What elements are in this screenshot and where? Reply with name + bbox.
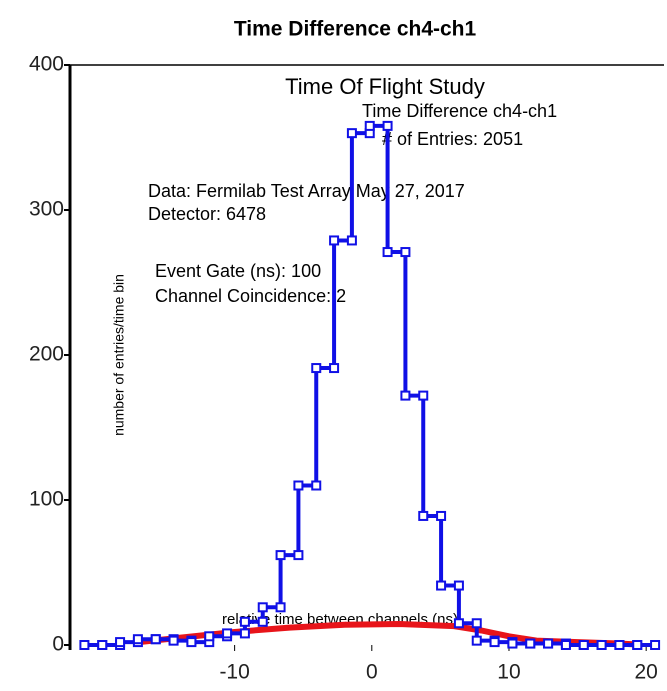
marker xyxy=(418,510,429,521)
marker xyxy=(329,363,340,374)
marker xyxy=(257,602,268,613)
marker xyxy=(578,640,589,650)
y-tick-label: 400 xyxy=(29,53,64,76)
annotation: Detector: 6478 xyxy=(148,204,266,224)
marker xyxy=(650,640,661,650)
chart-title: Time Difference ch4-ch1 xyxy=(234,18,477,41)
marker xyxy=(275,602,286,613)
marker xyxy=(239,616,250,627)
y-tick-label: 100 xyxy=(29,488,64,511)
marker xyxy=(382,247,393,258)
marker xyxy=(382,120,393,131)
y-tick-label: 300 xyxy=(29,198,64,221)
marker xyxy=(596,640,607,650)
marker xyxy=(168,635,179,646)
x-tick-label: 10 xyxy=(497,661,520,684)
marker xyxy=(293,550,304,561)
marker xyxy=(418,390,429,401)
marker xyxy=(632,640,643,650)
marker xyxy=(400,247,411,258)
x-tick-label: 0 xyxy=(366,661,378,684)
annotation: Channel Coincidence: 2 xyxy=(155,286,346,306)
marker xyxy=(543,638,554,649)
marker xyxy=(257,616,268,627)
y-axis-label: number of entries/time bin xyxy=(111,274,127,436)
marker xyxy=(150,634,161,645)
x-tick-label: 20 xyxy=(634,661,657,684)
annotation: Time Of Flight Study xyxy=(285,74,485,99)
marker xyxy=(311,363,322,374)
marker xyxy=(79,640,90,650)
marker xyxy=(311,480,322,491)
y-tick-label: 200 xyxy=(29,343,64,366)
marker xyxy=(525,638,536,649)
marker xyxy=(364,120,375,131)
y-tick-label: 0 xyxy=(52,633,64,656)
x-tick-label: -10 xyxy=(219,661,249,684)
marker xyxy=(132,634,143,645)
marker xyxy=(329,235,340,246)
marker xyxy=(186,637,197,648)
marker xyxy=(436,580,447,591)
annotation: # of Entries: 2051 xyxy=(382,129,523,149)
marker xyxy=(471,635,482,646)
marker xyxy=(275,550,286,561)
marker xyxy=(436,510,447,521)
marker xyxy=(346,128,357,139)
marker xyxy=(239,628,250,639)
marker xyxy=(346,235,357,246)
annotation: Event Gate (ns): 100 xyxy=(155,261,321,281)
annotation: Time Difference ch4-ch1 xyxy=(362,101,557,121)
marker xyxy=(453,618,464,629)
marker xyxy=(115,637,126,648)
annotation: Data: Fermilab Test Array May 27, 2017 xyxy=(148,181,465,201)
marker xyxy=(560,640,571,650)
marker xyxy=(222,628,233,639)
marker xyxy=(471,618,482,629)
marker xyxy=(489,637,500,648)
marker xyxy=(204,631,215,642)
marker xyxy=(293,480,304,491)
marker xyxy=(507,638,518,649)
marker xyxy=(97,640,108,650)
marker xyxy=(453,580,464,591)
marker xyxy=(400,390,411,401)
marker xyxy=(614,640,625,650)
